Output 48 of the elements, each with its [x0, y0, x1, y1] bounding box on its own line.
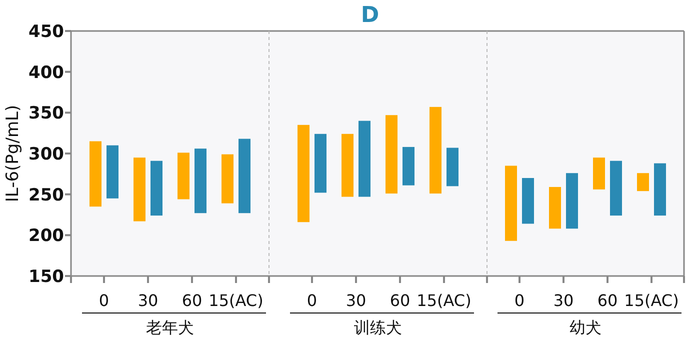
bar [610, 160, 622, 216]
x-axis-title: 训练犬 [354, 318, 402, 337]
x-tick-label: 15(AC) [416, 291, 472, 310]
x-tick-label: 30 [553, 291, 574, 310]
bar [134, 158, 146, 222]
bar [194, 148, 206, 214]
y-tick-label: 200 [28, 226, 64, 246]
bar [222, 154, 234, 204]
bar [654, 163, 666, 216]
x-tick-label: 0 [98, 291, 110, 310]
bar [150, 160, 162, 216]
bar [566, 173, 578, 229]
bar [106, 145, 118, 198]
bar [238, 138, 250, 214]
x-tick-label: 15(AC) [624, 291, 679, 310]
bar [505, 166, 517, 241]
bar [358, 120, 370, 197]
x-tick-label: 30 [346, 291, 366, 310]
bar [314, 134, 326, 193]
y-axis-title: IL-6(Pg/mL) [3, 104, 23, 202]
bar [593, 158, 605, 190]
y-tick-label: 450 [28, 22, 64, 42]
y-tick-label: 300 [28, 144, 64, 164]
x-tick-label: 15(AC) [208, 291, 264, 310]
bar [549, 186, 561, 229]
bar [342, 134, 354, 197]
x-tick-label: 60 [390, 291, 410, 310]
x-tick-label: 60 [597, 291, 618, 310]
bar [178, 152, 190, 200]
y-tick-label: 150 [28, 267, 64, 287]
y-tick-label: 400 [28, 62, 64, 83]
x-axis-title: 幼犬 [570, 318, 602, 337]
y-tick-label: 350 [28, 104, 64, 124]
bar [430, 106, 442, 194]
bar [637, 173, 649, 192]
bar [402, 146, 414, 186]
x-axis-title: 老年犬 [146, 318, 194, 337]
x-tick-label: 0 [514, 291, 525, 310]
bar [90, 141, 102, 207]
bar [446, 148, 458, 186]
x-tick-label: 0 [306, 291, 318, 310]
bar [386, 115, 398, 194]
bar [522, 178, 534, 224]
x-tick-label: 30 [138, 291, 158, 310]
chart-title: D [360, 3, 380, 28]
bar [298, 124, 310, 222]
x-tick-label: 60 [182, 291, 202, 310]
y-tick-label: 250 [28, 185, 64, 206]
